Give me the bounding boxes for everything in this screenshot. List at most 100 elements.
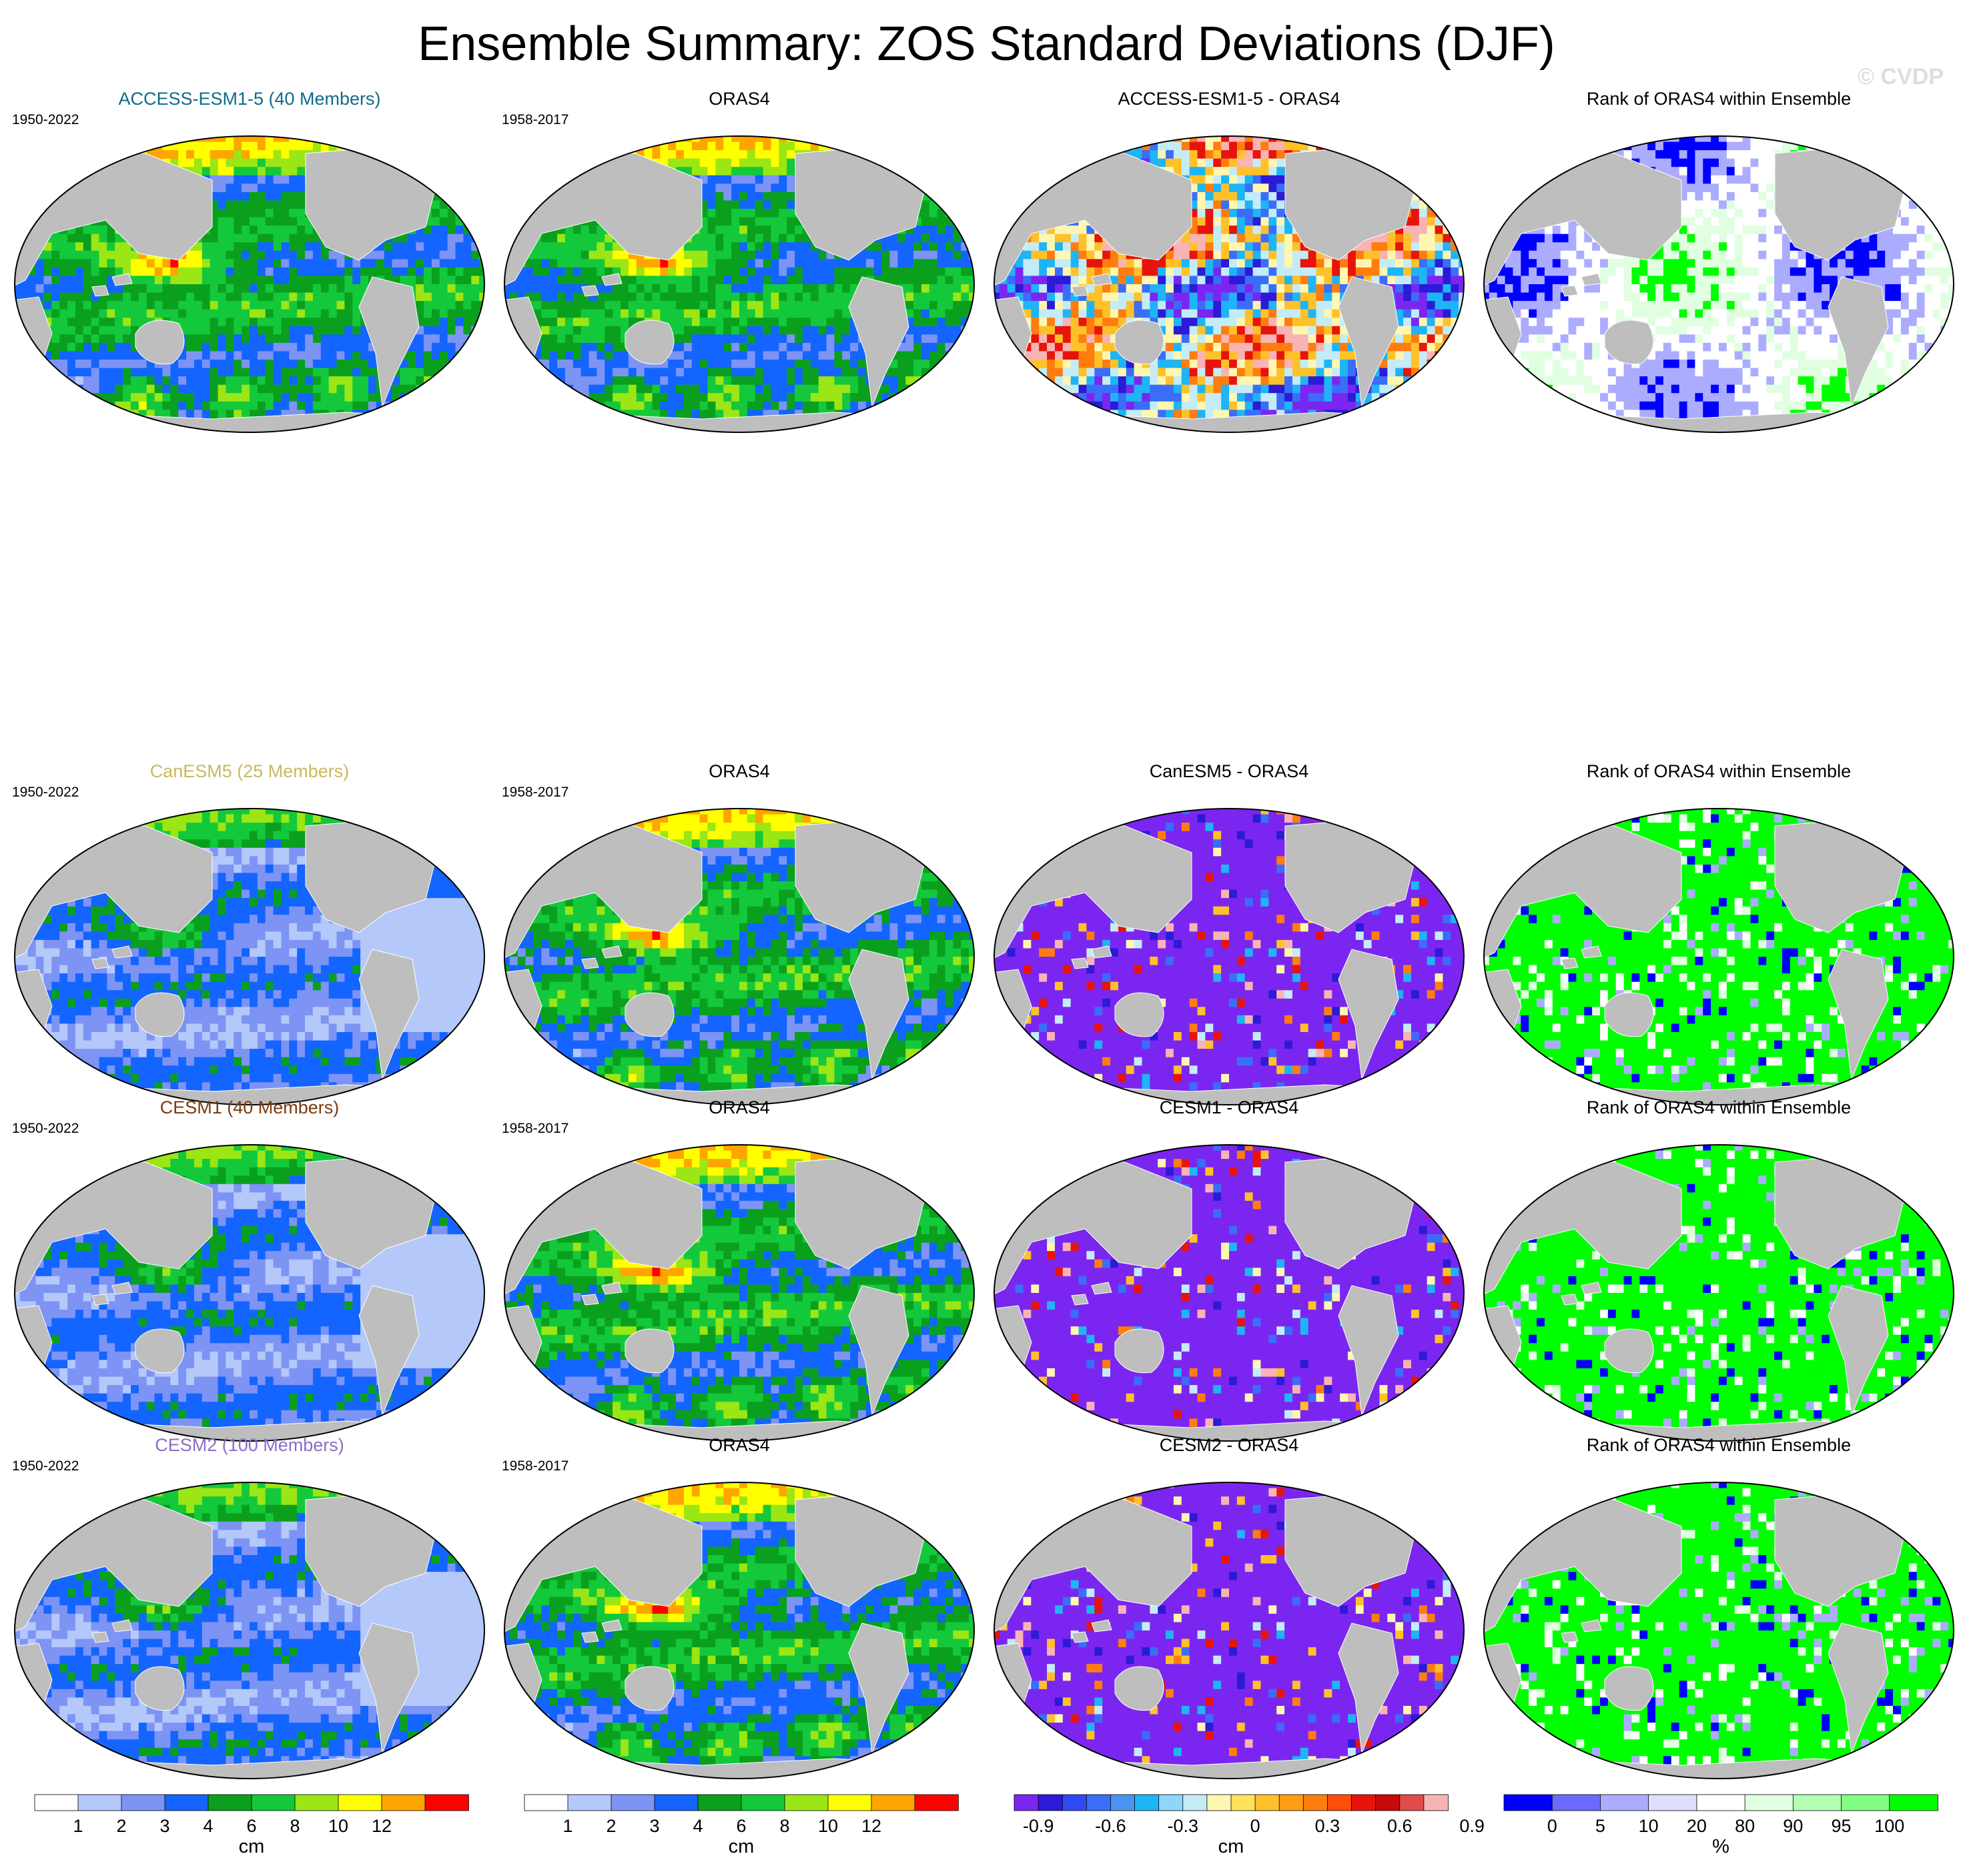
colorbar-swatch	[654, 1794, 699, 1811]
period-label: 1950-2022	[12, 785, 79, 801]
colorbar-swatch	[1134, 1794, 1160, 1811]
colorbar-swatch	[1375, 1794, 1401, 1811]
colorbar-swatch	[1254, 1794, 1280, 1811]
map-outline	[14, 135, 485, 433]
map-outline	[504, 135, 975, 433]
colorbar-tick-label: 2	[606, 1816, 616, 1836]
colorbar-tick-label: 0	[1250, 1816, 1260, 1836]
colorbar-swatch	[77, 1794, 122, 1811]
colorbar-swatch	[1038, 1794, 1064, 1811]
panel-title: CESM2 - ORAS4	[982, 1434, 1476, 1456]
colorbar-swatch	[1302, 1794, 1328, 1811]
colorbar-tick-label: 95	[1832, 1816, 1852, 1836]
colorbar-swatch	[1551, 1794, 1601, 1811]
robinson-map-diff_neg	[994, 1144, 1465, 1442]
colorbar-swatch	[1503, 1794, 1553, 1811]
colorbar-swatch	[1889, 1794, 1938, 1811]
robinson-map-rank_high	[1483, 1144, 1954, 1442]
robinson-map-ens	[14, 135, 485, 433]
colorbar-tick-label: 100	[1874, 1816, 1904, 1836]
panel-title: Rank of ORAS4 within Ensemble	[1472, 1097, 1966, 1118]
colorbar-swatch	[1744, 1794, 1794, 1811]
colorbar-swatch	[338, 1794, 382, 1811]
colorbar-swatch	[121, 1794, 165, 1811]
map-outline	[994, 1144, 1465, 1442]
colorbar-stddev-obs	[524, 1794, 959, 1811]
ocean-field	[15, 1145, 484, 1441]
colorbar-tick-label: -0.6	[1095, 1816, 1126, 1836]
colorbar-swatch	[567, 1794, 612, 1811]
robinson-map-rank_high	[1483, 808, 1954, 1105]
panel-title: Rank of ORAS4 within Ensemble	[1472, 1434, 1966, 1456]
colorbar-swatch	[1600, 1794, 1649, 1811]
colorbar-swatch	[1206, 1794, 1232, 1811]
ocean-field	[1484, 1145, 1954, 1441]
colorbar-swatch	[1278, 1794, 1304, 1811]
panel-title: ACCESS-ESM1-5 (40 Members)	[3, 88, 496, 109]
robinson-map-rank_mixed	[1483, 135, 1954, 433]
map-outline	[994, 1482, 1465, 1779]
colorbar-tick-label: 8	[290, 1816, 300, 1836]
ocean-field	[994, 809, 1464, 1105]
colorbar-tick-label: 4	[693, 1816, 703, 1836]
panel-title: ORAS4	[492, 88, 986, 109]
colorbar-tick-label: 1	[73, 1816, 83, 1836]
ocean-field	[994, 1145, 1464, 1441]
colorbar-tick-label: 0.6	[1387, 1816, 1413, 1836]
colorbar-swatch	[1230, 1794, 1256, 1811]
ocean-field	[15, 1482, 484, 1779]
ocean-field	[1484, 136, 1954, 432]
map-outline	[994, 808, 1465, 1105]
ocean-field	[504, 809, 974, 1105]
colorbar-units: %	[1712, 1836, 1729, 1857]
colorbar-swatch	[697, 1794, 742, 1811]
colorbar-tick-label: 6	[736, 1816, 746, 1836]
colorbar-tick-label: 2	[116, 1816, 126, 1836]
panel-title: Rank of ORAS4 within Ensemble	[1472, 761, 1966, 782]
ocean-field	[504, 1145, 974, 1441]
colorbar-swatch	[424, 1794, 469, 1811]
map-outline	[1483, 135, 1954, 433]
robinson-map-obs	[504, 1144, 975, 1442]
map-outline	[994, 135, 1465, 433]
colorbar-swatch	[1062, 1794, 1088, 1811]
period-label: 1950-2022	[12, 1121, 79, 1137]
colorbar-units: cm	[729, 1836, 755, 1857]
colorbar-tick-label: 0.9	[1459, 1816, 1485, 1836]
colorbar-swatch	[1158, 1794, 1184, 1811]
colorbar-swatch	[827, 1794, 872, 1811]
panel-title: ORAS4	[492, 1097, 986, 1118]
colorbar-tick-label: 10	[328, 1816, 348, 1836]
colorbar-swatch	[1648, 1794, 1697, 1811]
colorbar-rank	[1503, 1794, 1938, 1811]
colorbar-tick-label: 8	[779, 1816, 789, 1836]
colorbar-swatch	[381, 1794, 426, 1811]
colorbar-swatch	[741, 1794, 785, 1811]
panel-title: CESM2 (100 Members)	[3, 1434, 496, 1456]
colorbar-swatch	[1086, 1794, 1112, 1811]
robinson-map-obs	[504, 135, 975, 433]
colorbar-swatch	[1399, 1794, 1425, 1811]
cvdp-watermark: © CVDP	[1858, 64, 1944, 90]
colorbar-swatch	[34, 1794, 79, 1811]
colorbar-swatch	[251, 1794, 296, 1811]
colorbar-swatch	[1110, 1794, 1136, 1811]
map-outline	[504, 808, 975, 1105]
figure-title: Ensemble Summary: ZOS Standard Deviation…	[0, 17, 1973, 71]
colorbar-units: cm	[239, 1836, 265, 1857]
robinson-map-ens_low	[14, 808, 485, 1105]
map-outline	[504, 1482, 975, 1779]
colorbar-swatch	[1014, 1794, 1039, 1811]
robinson-map-diff_neg	[994, 808, 1465, 1105]
panel-title: CESM1 - ORAS4	[982, 1097, 1476, 1118]
colorbar-tick-label: 90	[1783, 1816, 1803, 1836]
robinson-map-diff_mixed	[994, 135, 1465, 433]
colorbar-tick-label: 10	[818, 1816, 838, 1836]
colorbar-swatch	[871, 1794, 915, 1811]
colorbar-swatch	[1792, 1794, 1842, 1811]
colorbar-tick-label: 12	[372, 1816, 392, 1836]
colorbar-swatch	[294, 1794, 339, 1811]
colorbar-tick-label: 3	[649, 1816, 659, 1836]
colorbar-tick-label: 12	[861, 1816, 881, 1836]
colorbar-swatch	[1182, 1794, 1208, 1811]
